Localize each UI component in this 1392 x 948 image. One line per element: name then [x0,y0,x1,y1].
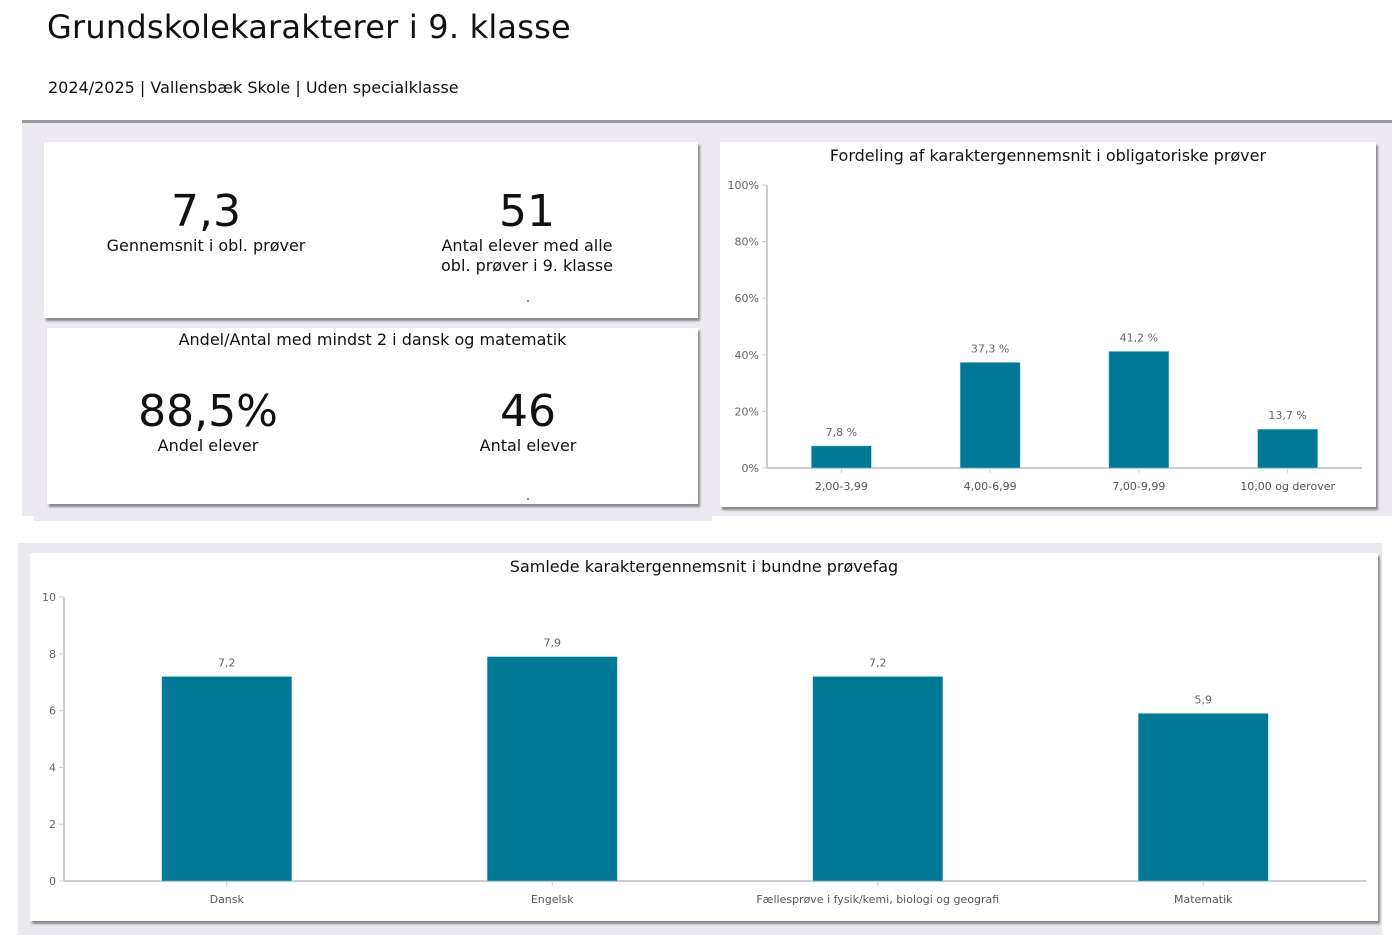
y-tick-label: 8 [49,648,56,661]
x-tick-label: 4,00-6,99 [964,480,1017,493]
y-tick-label: 4 [49,761,56,774]
x-tick-label: Fællesprøve i fysik/kemi, biologi og geo… [756,893,999,906]
kpi-average: 7,3 Gennemsnit i obl. prøver [84,188,328,256]
placeholder-dot [527,498,529,500]
kpi-students: 51 Antal elever med alle obl. prøver i 9… [404,188,650,276]
x-tick-label: 2,00-3,99 [815,480,868,493]
bar [959,362,1021,469]
bar-value-label: 7,2 [869,657,887,670]
y-tick-label: 2 [49,818,56,831]
y-tick-label: 60% [735,292,759,305]
y-tick-label: 0 [49,875,56,888]
bar-value-label: 13,7 % [1268,409,1306,422]
bar-value-label: 7,8 % [826,426,857,439]
top-panel-background-extension [34,505,712,521]
subject-chart-card: Samlede karaktergennemsnit i bundne prøv… [30,553,1378,921]
distribution-chart-card: Fordeling af karaktergennemsnit i obliga… [720,142,1376,507]
y-tick-label: 20% [735,405,759,418]
bar [161,676,292,882]
bar [1257,428,1318,469]
bar [487,656,618,882]
subject-chart-title: Samlede karaktergennemsnit i bundne prøv… [509,557,899,576]
kpi-share: 88,5% Andel elever [87,388,329,456]
bar [812,676,943,882]
subject-chart: 0 2 4 6 8 10 7,2 Dansk 7,9 Engelsk 7,2 Fællesprøve … [42,591,1366,906]
kpi-share-label: Andel elever [157,436,259,455]
kpi-average-label: Gennemsnit i obl. prøver [106,236,306,255]
y-tick-label: 6 [49,705,56,718]
kpi-card-dansk-matematik: Andel/Antal med mindst 2 i dansk og mate… [47,328,698,504]
page-subtitle: 2024/2025 | Vallensbæk Skole | Uden spec… [48,78,459,97]
x-tick-label: 7,00-9,99 [1112,480,1165,493]
page-title: Grundskolekarakterer i 9. klasse [47,8,571,46]
x-tick-label: Matematik [1174,893,1233,906]
y-tick-label: 40% [735,349,759,362]
y-tick-label: 0% [742,462,759,475]
kpi-average-value: 7,3 [171,186,241,237]
bar-value-label: 5,9 [1195,693,1213,706]
y-tick-label: 80% [735,236,759,249]
kpi-share-value: 88,5% [138,386,278,437]
bar [1108,351,1170,469]
placeholder-dot [527,300,529,302]
kpi-count-value: 46 [500,386,556,437]
bar [811,445,872,469]
bar [1138,713,1269,882]
distribution-chart-title: Fordeling af karaktergennemsnit i obliga… [829,146,1267,165]
kpi-card-title: Andel/Antal med mindst 2 i dansk og mate… [178,330,567,349]
kpi-students-label-line1: Antal elever med alle [441,236,613,255]
y-tick-label: 100% [728,179,759,192]
kpi-students-value: 51 [499,186,555,237]
x-tick-label: Engelsk [531,893,574,906]
kpi-count: 46 Antal elever [407,388,649,456]
bar-value-label: 7,2 [218,657,236,670]
bar-value-label: 37,3 % [971,342,1009,355]
distribution-chart: 0% 20% 40% 60% 80% 100% 7,8 % 2,00-3,99 37,3 % 4,… [728,179,1362,493]
kpi-students-label-line2: obl. prøver i 9. klasse [441,256,613,275]
bar-value-label: 41,2 % [1120,331,1158,344]
y-tick-label: 10 [42,591,56,604]
kpi-count-label: Antal elever [479,436,577,455]
kpi-card-averages: 7,3 Gennemsnit i obl. prøver 51 Antal el… [44,142,698,318]
x-tick-label: Dansk [210,893,245,906]
bar-value-label: 7,9 [544,637,562,650]
x-tick-label: 10,00 og derover [1240,480,1335,493]
